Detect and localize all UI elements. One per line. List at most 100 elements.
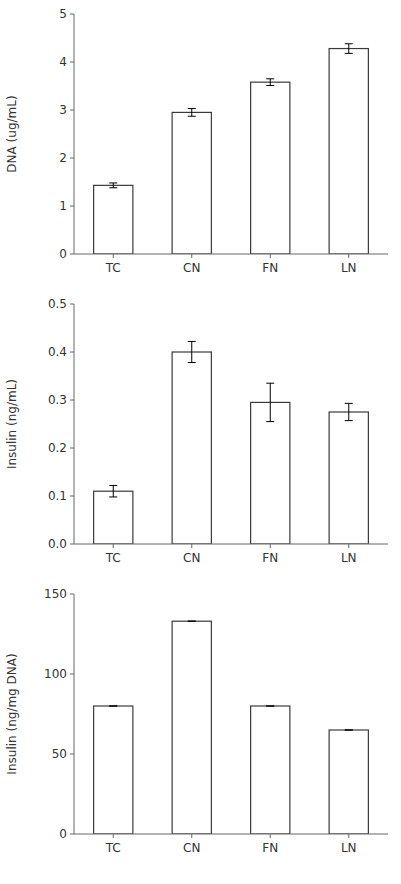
y-tick-label: 0.5 [48, 297, 67, 311]
y-tick-label: 0.3 [48, 393, 67, 407]
y-tick-label: 3 [59, 103, 67, 117]
y-tick-label: 0.4 [48, 345, 67, 359]
error-cap [188, 362, 196, 363]
x-tick-label: FN [262, 551, 278, 565]
y-axis-line [74, 14, 75, 254]
error-stem [348, 44, 349, 54]
y-tick-label: 0 [59, 247, 67, 261]
bar [251, 402, 290, 544]
error-cap [266, 706, 274, 707]
y-tick [70, 544, 74, 545]
bar [251, 706, 290, 834]
y-tick [70, 254, 74, 255]
error-cap [345, 420, 353, 421]
panel: 0.00.10.20.30.40.5TCCNFNLNInsulin (ng/mL… [5, 297, 388, 565]
y-tick [70, 496, 74, 497]
error-cap [266, 383, 274, 384]
bar [329, 730, 368, 834]
chart-svg: 012345TCCNFNLNDNA (ug/mL)0.00.10.20.30.4… [0, 0, 401, 884]
x-tick-label: LN [341, 261, 357, 275]
bar [172, 621, 211, 834]
y-tick [70, 834, 74, 835]
error-bar [345, 403, 353, 420]
y-axis-line [74, 304, 75, 544]
x-tick [113, 834, 114, 838]
bar [172, 352, 211, 544]
panel: 012345TCCNFNLNDNA (ug/mL) [5, 7, 388, 275]
y-tick [70, 206, 74, 207]
error-bar [109, 183, 117, 188]
panel: 050100150TCCNFNLNInsulin (ng/mg DNA) [5, 587, 388, 855]
y-tick [70, 62, 74, 63]
error-bar [188, 341, 196, 362]
error-cap [188, 341, 196, 342]
x-axis-line [74, 254, 388, 255]
error-stem [270, 383, 271, 421]
error-cap [188, 621, 196, 622]
error-cap [109, 706, 117, 707]
bar [94, 491, 133, 544]
bar [329, 49, 368, 254]
chart-container: 012345TCCNFNLNDNA (ug/mL)0.00.10.20.30.4… [0, 0, 401, 884]
y-tick-label: 150 [44, 587, 67, 601]
y-tick [70, 158, 74, 159]
error-stem [113, 485, 114, 497]
x-tick-label: TC [105, 261, 121, 275]
error-cap [345, 403, 353, 404]
error-cap [266, 706, 274, 707]
x-tick-label: TC [105, 551, 121, 565]
y-tick-label: 5 [59, 7, 67, 21]
y-tick-label: 1 [59, 199, 67, 213]
x-tick [113, 544, 114, 548]
error-bar [188, 621, 196, 622]
y-tick [70, 594, 74, 595]
error-stem [191, 109, 192, 117]
bar [329, 412, 368, 544]
x-axis-line [74, 834, 388, 835]
bar [94, 706, 133, 834]
y-tick-label: 100 [44, 667, 67, 681]
y-tick [70, 674, 74, 675]
error-cap [266, 78, 274, 79]
y-tick-label: 50 [52, 747, 67, 761]
x-tick [270, 834, 271, 838]
x-tick [348, 834, 349, 838]
x-tick [113, 254, 114, 258]
error-cap [345, 53, 353, 54]
error-bar [266, 383, 274, 421]
y-tick-label: 0.2 [48, 441, 67, 455]
error-stem [348, 403, 349, 420]
x-tick-label: CN [183, 841, 200, 855]
x-tick [270, 254, 271, 258]
error-bar [109, 706, 117, 707]
error-bar [345, 44, 353, 54]
x-tick [191, 254, 192, 258]
y-tick [70, 400, 74, 401]
x-tick [270, 544, 271, 548]
y-tick-label: 0.1 [48, 489, 67, 503]
error-cap [188, 116, 196, 117]
y-tick [70, 304, 74, 305]
error-cap [109, 496, 117, 497]
error-stem [270, 79, 271, 86]
y-tick-label: 0 [59, 827, 67, 841]
error-cap [266, 85, 274, 86]
error-cap [188, 108, 196, 109]
x-tick-label: FN [262, 841, 278, 855]
y-axis-line [74, 594, 75, 834]
y-tick-label: 4 [59, 55, 67, 69]
error-cap [109, 485, 117, 486]
error-bar [266, 79, 274, 86]
y-tick [70, 110, 74, 111]
error-cap [109, 182, 117, 183]
error-stem [113, 183, 114, 188]
x-tick-label: CN [183, 261, 200, 275]
y-tick-label: 2 [59, 151, 67, 165]
y-axis-label: Insulin (ng/mg DNA) [5, 653, 19, 774]
y-tick [70, 754, 74, 755]
marks [94, 341, 369, 544]
x-tick-label: FN [262, 261, 278, 275]
error-cap [109, 706, 117, 707]
error-cap [345, 43, 353, 44]
error-cap [345, 730, 353, 731]
